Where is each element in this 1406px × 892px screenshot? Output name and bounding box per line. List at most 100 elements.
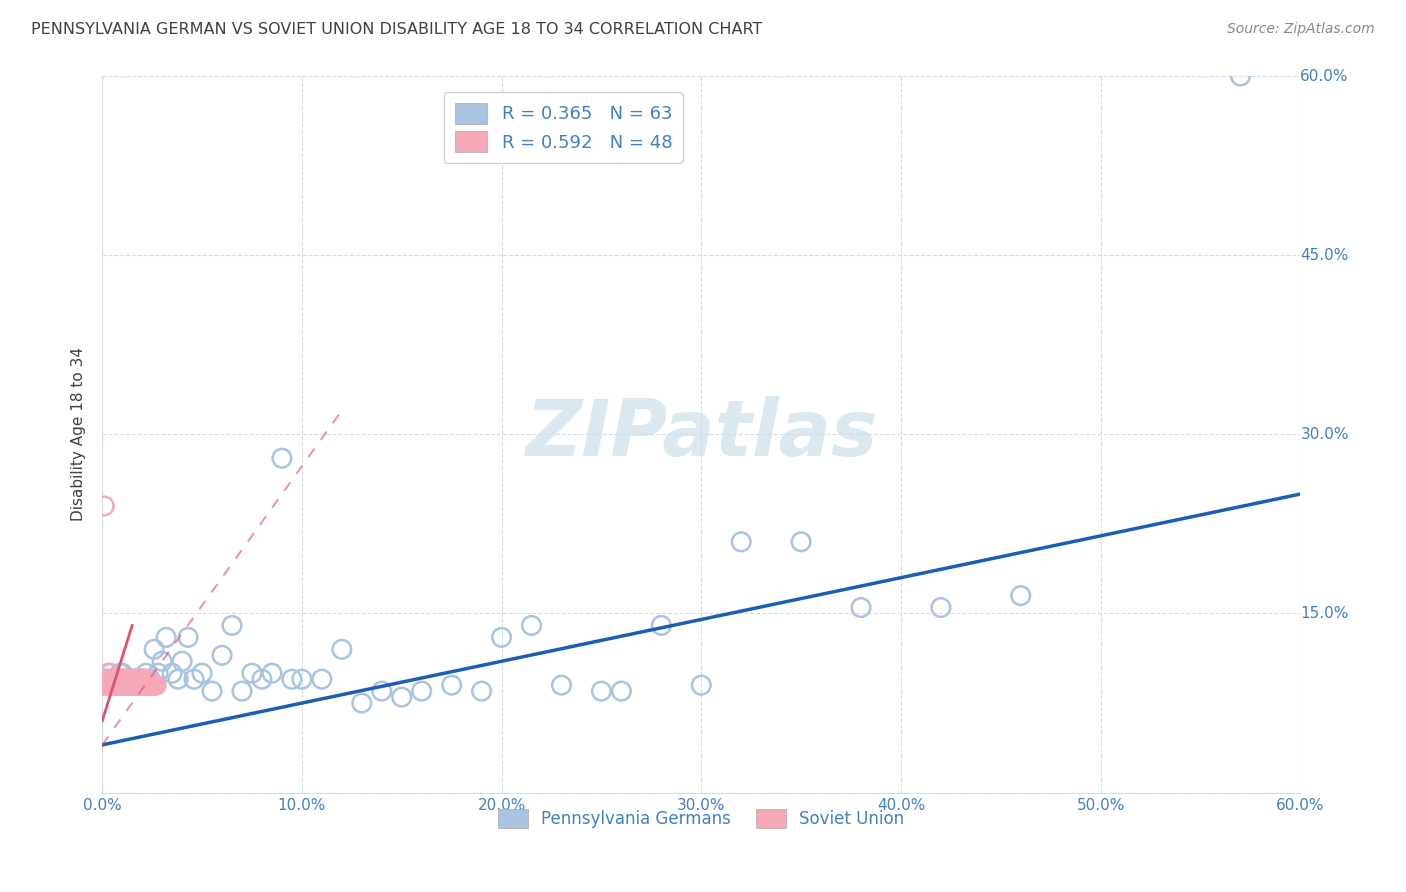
Point — [131, 672, 153, 686]
Point — [108, 666, 131, 681]
Point — [120, 678, 142, 692]
Point — [550, 678, 572, 692]
Point — [125, 672, 148, 686]
Point — [117, 672, 139, 686]
Point — [103, 672, 125, 686]
Point — [471, 684, 494, 698]
Point — [291, 672, 314, 686]
Point — [610, 684, 633, 698]
Point — [391, 690, 413, 705]
Point — [112, 672, 135, 686]
Point — [101, 678, 124, 692]
Point — [97, 678, 120, 692]
Y-axis label: Disability Age 18 to 34: Disability Age 18 to 34 — [72, 347, 86, 521]
Point — [127, 672, 149, 686]
Point — [730, 534, 752, 549]
Point — [112, 678, 135, 692]
Point — [201, 684, 224, 698]
Point — [135, 672, 157, 686]
Point — [107, 672, 129, 686]
Point — [146, 666, 169, 681]
Point — [172, 654, 194, 668]
Point — [145, 678, 167, 692]
Text: 60.0%: 60.0% — [1301, 69, 1348, 84]
Point — [160, 666, 183, 681]
Point — [125, 672, 148, 686]
Point — [105, 672, 128, 686]
Point — [111, 672, 134, 686]
Point — [127, 678, 149, 692]
Point — [150, 654, 173, 668]
Legend: Pennsylvania Germans, Soviet Union: Pennsylvania Germans, Soviet Union — [491, 802, 911, 835]
Point — [129, 678, 152, 692]
Point — [98, 678, 121, 692]
Point — [240, 666, 263, 681]
Point — [127, 672, 149, 686]
Point — [134, 672, 156, 686]
Point — [107, 672, 129, 686]
Point — [125, 678, 148, 692]
Point — [121, 678, 143, 692]
Point — [139, 678, 162, 692]
Point — [231, 684, 253, 698]
Point — [101, 672, 124, 686]
Point — [139, 672, 162, 686]
Point — [330, 642, 353, 657]
Point — [105, 678, 128, 692]
Point — [96, 672, 118, 686]
Point — [260, 666, 283, 681]
Point — [167, 672, 190, 686]
Point — [105, 678, 128, 692]
Point — [690, 678, 713, 692]
Point — [108, 672, 131, 686]
Text: 15.0%: 15.0% — [1301, 606, 1348, 621]
Point — [120, 672, 142, 686]
Point — [371, 684, 394, 698]
Point — [117, 672, 139, 686]
Text: 45.0%: 45.0% — [1301, 248, 1348, 262]
Point — [115, 672, 138, 686]
Point — [1010, 589, 1032, 603]
Point — [96, 672, 118, 686]
Point — [120, 672, 142, 686]
Point — [122, 678, 145, 692]
Point — [929, 600, 952, 615]
Point — [129, 678, 152, 692]
Text: PENNSYLVANIA GERMAN VS SOVIET UNION DISABILITY AGE 18 TO 34 CORRELATION CHART: PENNSYLVANIA GERMAN VS SOVIET UNION DISA… — [31, 22, 762, 37]
Point — [134, 672, 156, 686]
Point — [103, 678, 125, 692]
Point — [271, 451, 294, 466]
Point — [520, 618, 543, 632]
Point — [135, 678, 157, 692]
Text: Source: ZipAtlas.com: Source: ZipAtlas.com — [1227, 22, 1375, 37]
Point — [221, 618, 243, 632]
Point — [281, 672, 304, 686]
Point — [98, 672, 121, 686]
Point — [191, 666, 214, 681]
Point — [136, 678, 159, 692]
Point — [122, 672, 145, 686]
Point — [650, 618, 672, 632]
Point — [93, 678, 115, 692]
Point — [129, 672, 152, 686]
Point — [115, 678, 138, 692]
Point — [107, 678, 129, 692]
Point — [790, 534, 813, 549]
Text: ZIPatlas: ZIPatlas — [526, 396, 877, 473]
Point — [103, 672, 125, 686]
Point — [183, 672, 205, 686]
Point — [591, 684, 613, 698]
Text: 30.0%: 30.0% — [1301, 427, 1348, 442]
Point — [143, 642, 166, 657]
Point — [177, 631, 200, 645]
Point — [93, 499, 115, 513]
Point — [98, 666, 121, 681]
Point — [849, 600, 872, 615]
Point — [250, 672, 273, 686]
Point — [112, 672, 135, 686]
Point — [141, 678, 163, 692]
Point — [155, 631, 177, 645]
Point — [108, 678, 131, 692]
Point — [115, 678, 138, 692]
Point — [111, 678, 134, 692]
